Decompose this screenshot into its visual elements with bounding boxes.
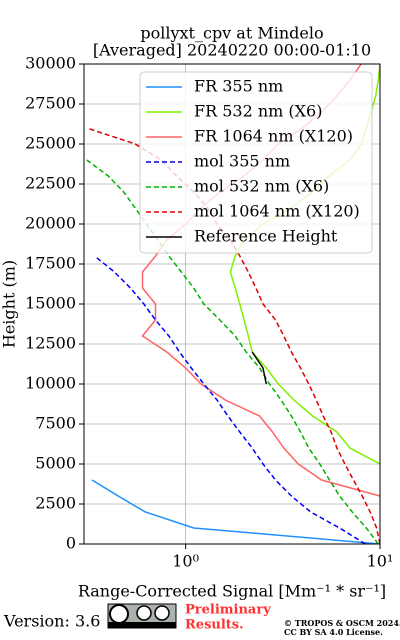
axes-frame bbox=[83, 63, 381, 545]
chart-title: pollyxt_cpv at Mindelo bbox=[140, 24, 323, 43]
preliminary-note: Preliminary bbox=[185, 603, 271, 618]
legend-label: FR 355 nm bbox=[194, 77, 283, 96]
y-tick-label: 17500 bbox=[25, 254, 76, 273]
chart-subtitle: [Averaged] 20240220 00:00-01:10 bbox=[93, 41, 371, 60]
preliminary-note: Results. bbox=[185, 618, 244, 633]
y-tick-label: 27500 bbox=[25, 94, 76, 113]
y-tick-label: 30000 bbox=[25, 54, 76, 73]
y-tick-label: 15000 bbox=[25, 294, 76, 313]
y-tick-label: 10000 bbox=[25, 374, 76, 393]
cc-badge bbox=[107, 603, 177, 629]
copyright: © TROPOS & OSCM 2024. bbox=[284, 618, 400, 628]
y-tick-label: 22500 bbox=[25, 174, 76, 193]
y-tick-label: 5000 bbox=[35, 454, 76, 473]
series-line bbox=[94, 255, 366, 544]
y-tick-label: 0 bbox=[66, 534, 76, 553]
x-tick-label: 10⁰ bbox=[172, 552, 199, 571]
y-tick-label: 2500 bbox=[35, 494, 76, 513]
y-axis-label: Height (m) bbox=[0, 260, 19, 348]
series-line bbox=[91, 479, 380, 544]
x-axis-label: Range-Corrected Signal [Mm⁻¹ * sr⁻¹] bbox=[78, 582, 386, 601]
x-tick-label: 10¹ bbox=[367, 552, 394, 571]
series-line bbox=[251, 351, 268, 385]
legend-label: Reference Height bbox=[194, 227, 338, 246]
y-tick-label: 7500 bbox=[35, 414, 76, 433]
legend-label: FR 1064 nm (X120) bbox=[194, 127, 353, 146]
legend-box bbox=[139, 71, 373, 254]
version: Version: 3.6 bbox=[3, 612, 100, 631]
legend-label: mol 1064 nm (X120) bbox=[194, 202, 360, 221]
y-tick-label: 20000 bbox=[25, 214, 76, 233]
y-tick-label: 12500 bbox=[25, 334, 76, 353]
legend-label: FR 532 nm (X6) bbox=[194, 102, 322, 121]
license: CC BY SA 4.0 License. bbox=[284, 627, 383, 637]
legend-label: mol 355 nm bbox=[194, 152, 290, 171]
legend-label: mol 532 nm (X6) bbox=[194, 177, 329, 196]
y-tick-label: 25000 bbox=[25, 134, 76, 153]
